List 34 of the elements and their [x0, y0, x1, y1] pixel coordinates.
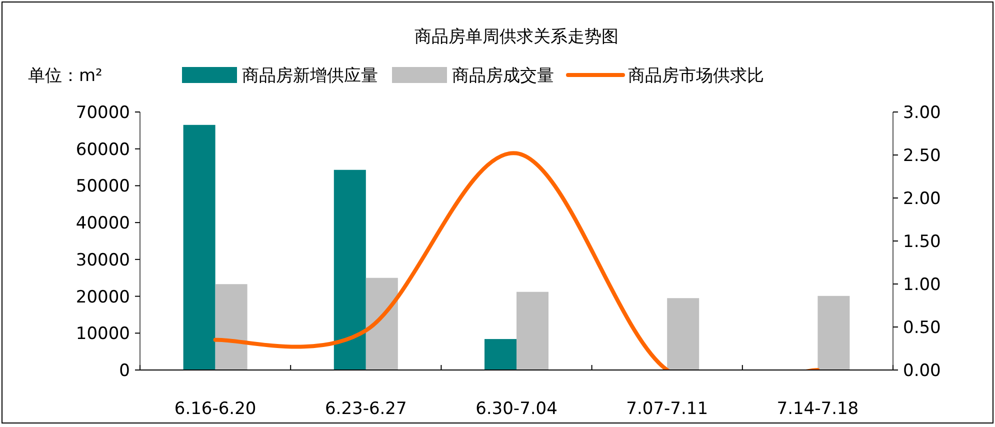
x-tick-label: 6.23-6.27 — [324, 399, 407, 419]
line-series — [213, 151, 820, 370]
legend-label: 商品房市场供求比 — [628, 66, 764, 86]
y-tick-label: 50000 — [76, 176, 130, 197]
bar — [183, 124, 216, 370]
y2-tick-label: 0.50 — [903, 318, 941, 338]
y2-tick-label: 1.00 — [903, 275, 941, 295]
y-axis-title: 单位：m² — [28, 66, 102, 86]
y2-tick-label: 3.00 — [903, 103, 941, 123]
bar — [667, 298, 700, 370]
y-tick-label: 70000 — [76, 103, 130, 123]
x-tick-label: 6.30-7.04 — [476, 399, 558, 419]
x-tick-label: 7.14-7.18 — [776, 399, 859, 419]
legend-label: 商品房成交量 — [452, 66, 554, 86]
legend-label: 商品房新增供应量 — [242, 66, 378, 86]
y2-tick-label: 0.00 — [903, 361, 941, 381]
bar — [516, 292, 548, 370]
x-tick-label: 7.07-7.11 — [626, 399, 708, 419]
y-tick-label: 30000 — [76, 250, 130, 270]
chart-title: 商品房单周供求关系走势图 — [414, 27, 618, 47]
bar — [484, 339, 516, 370]
y2-tick-label: 1.50 — [903, 232, 941, 252]
y2-tick-label: 2.00 — [903, 189, 941, 209]
y2-tick-label: 2.50 — [903, 146, 941, 166]
y-tick-label: 0 — [119, 361, 130, 381]
bar — [215, 284, 248, 370]
bar — [366, 278, 398, 370]
y-tick-label: 10000 — [76, 324, 130, 344]
x-tick-label: 6.16-6.20 — [174, 399, 256, 419]
bar — [334, 170, 366, 370]
y-tick-label: 20000 — [76, 287, 130, 308]
y-tick-label: 40000 — [76, 214, 130, 234]
bar — [818, 296, 850, 370]
y-tick-label: 60000 — [76, 140, 130, 160]
